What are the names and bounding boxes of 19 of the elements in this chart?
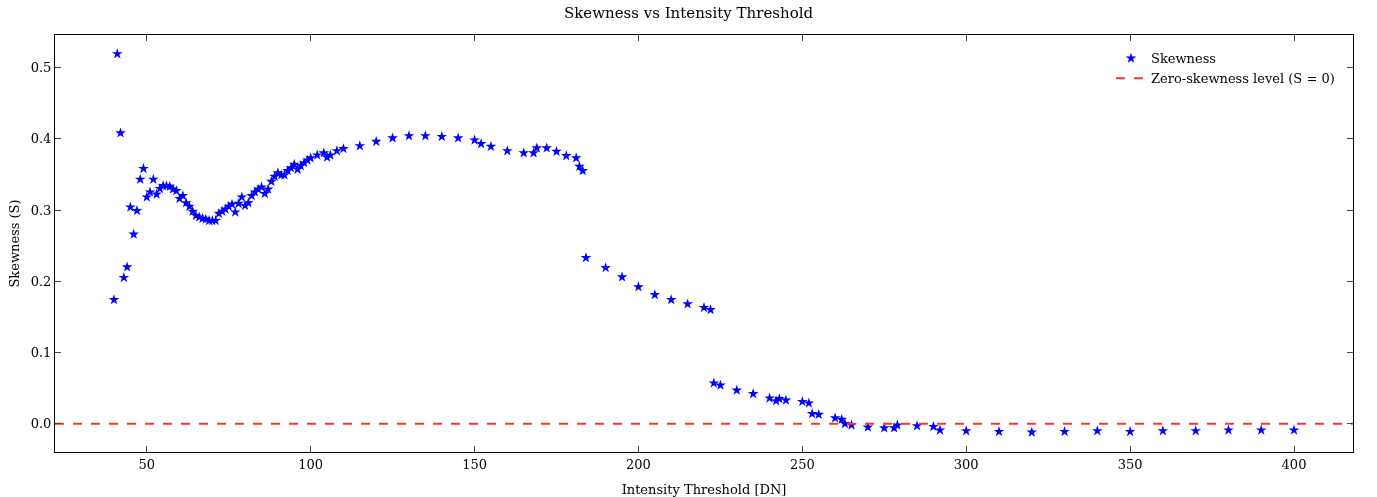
y-tick-label: 0.0 bbox=[30, 416, 52, 432]
y-tick-label: 0.4 bbox=[30, 131, 52, 147]
y-tick-label: 0.1 bbox=[30, 345, 52, 361]
y-tick-label: 0.2 bbox=[30, 273, 52, 289]
y-axis-title: Skewness (S) bbox=[7, 199, 22, 288]
x-axis-title: Intensity Threshold [DN] bbox=[621, 482, 787, 497]
x-tick-label: 350 bbox=[1117, 456, 1143, 472]
y-tick-label: 0.5 bbox=[30, 60, 52, 76]
x-tick-label: 400 bbox=[1281, 456, 1307, 472]
x-tick-label: 150 bbox=[462, 456, 487, 472]
x-tick-label: 300 bbox=[953, 456, 979, 472]
y-tick-label: 0.3 bbox=[30, 202, 52, 218]
legend-label: Skewness bbox=[1151, 51, 1217, 67]
chart-title: Skewness vs Intensity Threshold bbox=[563, 3, 814, 22]
x-tick-label: 250 bbox=[789, 456, 815, 472]
legend-label: Zero-skewness level (S = 0) bbox=[1151, 71, 1335, 87]
x-tick-label: 200 bbox=[626, 456, 651, 472]
x-tick-label: 50 bbox=[138, 456, 156, 472]
x-tick-label: 100 bbox=[298, 456, 324, 472]
